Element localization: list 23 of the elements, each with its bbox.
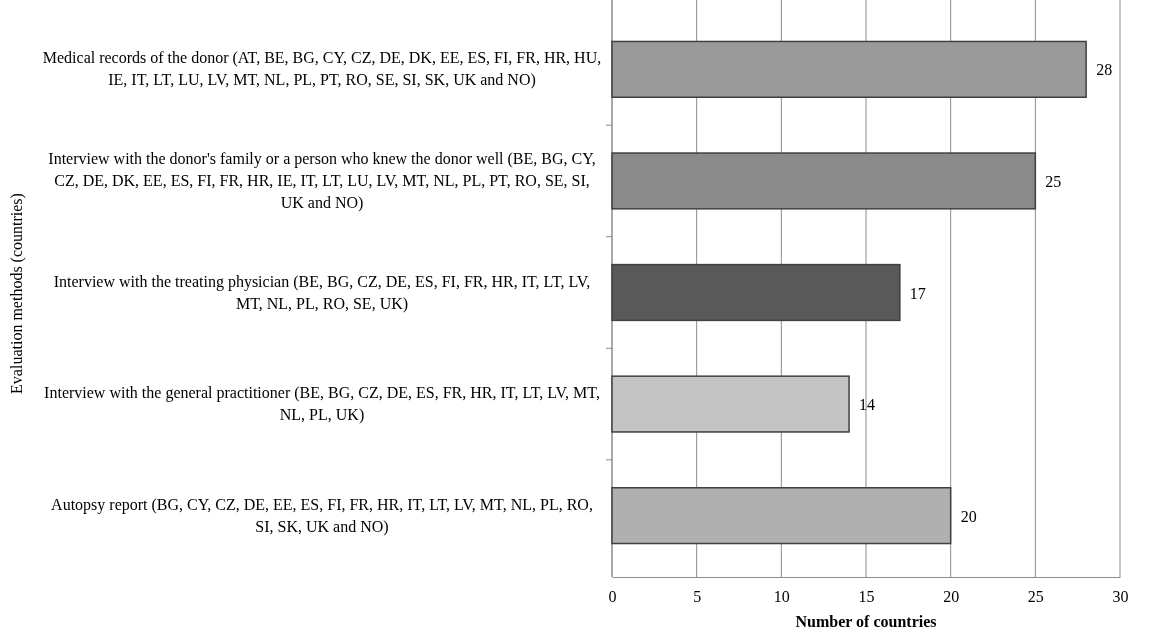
data-label: 14 [859,396,876,414]
x-tick-label: 0 [608,588,617,606]
y-tick-label: Autopsy report (BG, CY, CZ, DE, EE, ES, FI, FR, HR, IT, LT, LV, MT, NL, PL, RO, SI, SK, UK and NO) [51,495,593,536]
y-tick-label: Interview with the general practitioner (BE, BG, CZ, DE, ES, FR, HR, IT, LT, LV, MT, NL, PL, UK) [44,384,600,425]
y-axis-title: Evaluation methods (countries) [8,193,26,394]
bar [611,375,850,433]
data-label: 25 [1045,172,1062,190]
data-label: 17 [909,284,926,302]
x-tick-label: 15 [858,588,875,606]
bar [611,487,952,545]
x-tick-label: 5 [693,588,702,606]
y-tick-label: Interview with the donor's family or a person who knew the donor well (BE, BG, CY, CZ, DE, DK, EE, ES, FI, FR, HR, IE, IT, LT, LU, LV, MT, NL, PL, PT, RO, SE, SI, UK and NO) [48,149,596,212]
x-tick-label: 30 [1112,588,1129,606]
y-tick-label: Medical records of the donor (AT, BE, BG, CY, CZ, DE, DK, EE, ES, FI, FR, HR, HU, IE, IT, LT, LU, LV, MT, NL, PL, PT, RO, SE, SI, SK, UK and NO) [42,49,602,90]
x-tick-label: 25 [1027,588,1044,606]
x-tick-label: 20 [943,588,960,606]
bar [611,40,1087,98]
x-tick-label: 10 [773,588,790,606]
x-axis-title: Number of countries [795,613,937,630]
data-label: 28 [1096,61,1113,79]
y-tick-label: Interview with the treating physician (BE, BG, CZ, DE, ES, FI, FR, HR, IT, LT, LV, MT, NL, PL, RO, SE, UK) [53,272,591,313]
bar [611,263,901,322]
data-label: 20 [960,507,977,525]
